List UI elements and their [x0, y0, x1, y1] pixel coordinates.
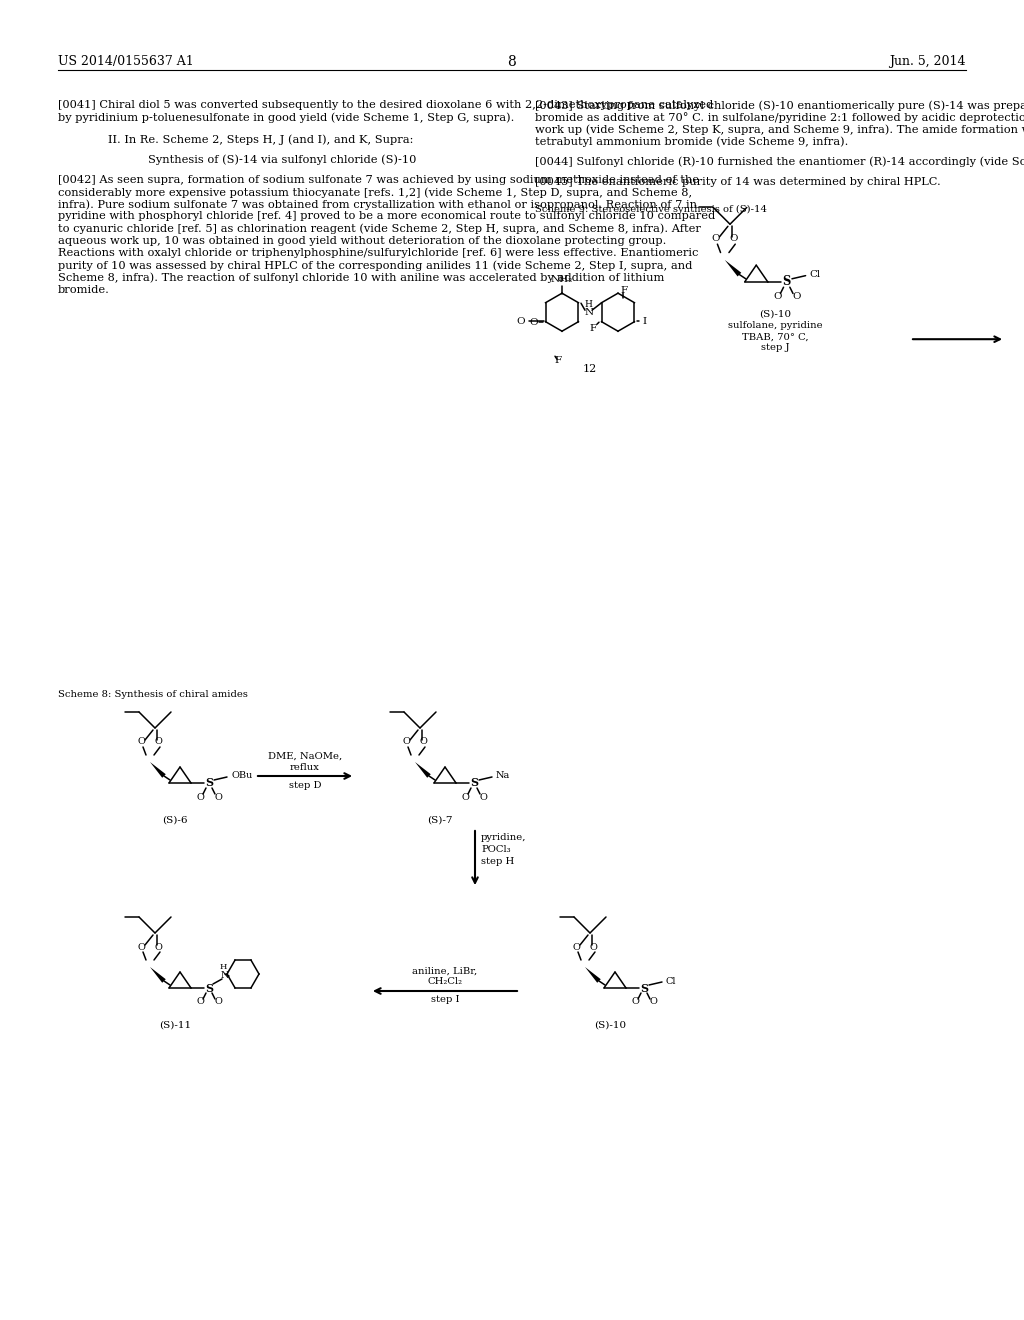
Text: step D: step D — [289, 780, 322, 789]
Text: O: O — [631, 998, 639, 1006]
Text: POCl₃: POCl₃ — [481, 845, 511, 854]
Text: Reactions with oxalyl chloride or triphenylphosphine/sulfurylchloride [ref. 6] w: Reactions with oxalyl chloride or triphe… — [58, 248, 698, 257]
Text: O: O — [711, 235, 720, 243]
Text: purity of 10 was assessed by chiral HPLC of the corresponding anilides 11 (vide : purity of 10 was assessed by chiral HPLC… — [58, 260, 692, 271]
Text: O: O — [154, 942, 162, 952]
Text: O: O — [196, 792, 204, 801]
Text: 8: 8 — [508, 55, 516, 69]
Text: S: S — [782, 276, 791, 289]
Text: pyridine,: pyridine, — [481, 833, 526, 842]
Polygon shape — [150, 762, 166, 777]
Text: O: O — [137, 942, 145, 952]
Text: S: S — [640, 982, 648, 994]
Polygon shape — [415, 762, 431, 777]
Text: step I: step I — [431, 995, 459, 1005]
Text: II. In Re. Scheme 2, Steps H, J (and I), and K, Supra:: II. In Re. Scheme 2, Steps H, J (and I),… — [108, 135, 414, 145]
Text: H: H — [584, 300, 592, 309]
Text: O: O — [479, 792, 487, 801]
Text: O: O — [419, 738, 427, 747]
Text: considerably more expensive potassium thiocyanate [refs. 1,2] (vide Scheme 1, St: considerably more expensive potassium th… — [58, 187, 692, 198]
Text: (S)-7: (S)-7 — [427, 816, 453, 825]
Text: bromide.: bromide. — [58, 285, 110, 294]
Polygon shape — [150, 968, 166, 983]
Text: by pyridinium p-toluenesulfonate in good yield (vide Scheme 1, Step G, supra).: by pyridinium p-toluenesulfonate in good… — [58, 112, 514, 123]
Text: Cl: Cl — [666, 977, 677, 986]
Text: N: N — [585, 308, 594, 317]
Text: H: H — [219, 964, 226, 972]
Text: O: O — [729, 235, 737, 243]
Text: Scheme 8, infra). The reaction of sulfonyl chloride 10 with aniline was accelera: Scheme 8, infra). The reaction of sulfon… — [58, 272, 665, 282]
Text: step J: step J — [761, 343, 790, 352]
Text: step H: step H — [481, 857, 514, 866]
Text: [0045] The enantiomeric purity of 14 was determined by chiral HPLC.: [0045] The enantiomeric purity of 14 was… — [535, 177, 941, 187]
Polygon shape — [725, 260, 741, 276]
Text: (S)-11: (S)-11 — [159, 1020, 191, 1030]
Text: O: O — [529, 318, 539, 326]
Text: work up (vide Scheme 2, Step K, supra, and Scheme 9, infra). The amide formation: work up (vide Scheme 2, Step K, supra, a… — [535, 124, 1024, 135]
Text: pyridine with phosphoryl chloride [ref. 4] proved to be a more economical route : pyridine with phosphoryl chloride [ref. … — [58, 211, 715, 222]
Text: O: O — [773, 292, 781, 301]
Text: bromide as additive at 70° C. in sulfolane/pyridine 2:1 followed by acidic depro: bromide as additive at 70° C. in sulfola… — [535, 112, 1024, 123]
Polygon shape — [585, 968, 601, 983]
Text: F: F — [621, 285, 628, 294]
Text: F: F — [590, 323, 597, 333]
Text: CH₂Cl₂: CH₂Cl₂ — [427, 978, 463, 986]
Text: O: O — [572, 942, 580, 952]
Text: O: O — [154, 738, 162, 747]
Text: O: O — [214, 792, 222, 801]
Text: tetrabutyl ammonium bromide (vide Scheme 9, infra).: tetrabutyl ammonium bromide (vide Scheme… — [535, 136, 848, 147]
Text: OBu: OBu — [231, 771, 252, 780]
Text: US 2014/0155637 A1: US 2014/0155637 A1 — [58, 55, 194, 69]
Text: aniline, LiBr,: aniline, LiBr, — [413, 966, 477, 975]
Text: [0043] Starting from sulfonyl chloride (S)-10 enantiomerically pure (S)-14 was p: [0043] Starting from sulfonyl chloride (… — [535, 100, 1024, 111]
Text: S: S — [205, 982, 213, 994]
Text: F: F — [554, 355, 561, 364]
Text: DME, NaOMe,: DME, NaOMe, — [268, 751, 342, 760]
Text: aqueous work up, 10 was obtained in good yield without deterioration of the diox: aqueous work up, 10 was obtained in good… — [58, 236, 667, 246]
Text: O: O — [461, 792, 469, 801]
Text: Synthesis of (S)-14 via sulfonyl chloride (S)-10: Synthesis of (S)-14 via sulfonyl chlorid… — [148, 154, 417, 165]
Text: [0044] Sulfonyl chloride (R)-10 furnished the enantiomer (R)-14 accordingly (vid: [0044] Sulfonyl chloride (R)-10 furnishe… — [535, 157, 1024, 168]
Text: (S)-6: (S)-6 — [162, 816, 187, 825]
Text: TBAB, 70° C,: TBAB, 70° C, — [741, 333, 808, 341]
Text: infra). Pure sodium sulfonate 7 was obtained from crystallization with ethanol o: infra). Pure sodium sulfonate 7 was obta… — [58, 199, 697, 210]
Text: NH₂: NH₂ — [551, 275, 573, 284]
Text: (S)-10: (S)-10 — [594, 1020, 626, 1030]
Text: O: O — [792, 292, 801, 301]
Text: O: O — [589, 942, 597, 952]
Text: O: O — [402, 738, 410, 747]
Text: S: S — [205, 777, 213, 788]
Text: S: S — [470, 777, 478, 788]
Text: Cl: Cl — [810, 271, 821, 279]
Text: to cyanuric chloride [ref. 5] as chlorination reagent (vide Scheme 2, Step H, su: to cyanuric chloride [ref. 5] as chlorin… — [58, 223, 700, 234]
Text: O: O — [649, 998, 657, 1006]
Text: sulfolane, pyridine: sulfolane, pyridine — [728, 321, 822, 330]
Text: [0041] Chiral diol 5 was converted subsequently to the desired dioxolane 6 with : [0041] Chiral diol 5 was converted subse… — [58, 100, 714, 110]
Text: Scheme 8: Synthesis of chiral amides: Scheme 8: Synthesis of chiral amides — [58, 690, 248, 700]
Text: Jun. 5, 2014: Jun. 5, 2014 — [890, 55, 966, 69]
Text: reflux: reflux — [290, 763, 319, 771]
Text: O: O — [196, 998, 204, 1006]
Text: Na: Na — [496, 771, 510, 780]
Text: N: N — [221, 972, 229, 981]
Text: (S)-10: (S)-10 — [759, 309, 792, 318]
Text: O: O — [137, 738, 145, 747]
Text: [0042] As seen supra, formation of sodium sulfonate 7 was achieved by using sodi: [0042] As seen supra, formation of sodiu… — [58, 174, 699, 185]
Text: 12: 12 — [583, 364, 597, 374]
Text: I: I — [642, 317, 646, 326]
Text: Scheme 9: Stereoselective synthesis of (S)-14: Scheme 9: Stereoselective synthesis of (… — [535, 205, 767, 214]
Text: O: O — [516, 317, 525, 326]
Text: O: O — [214, 998, 222, 1006]
